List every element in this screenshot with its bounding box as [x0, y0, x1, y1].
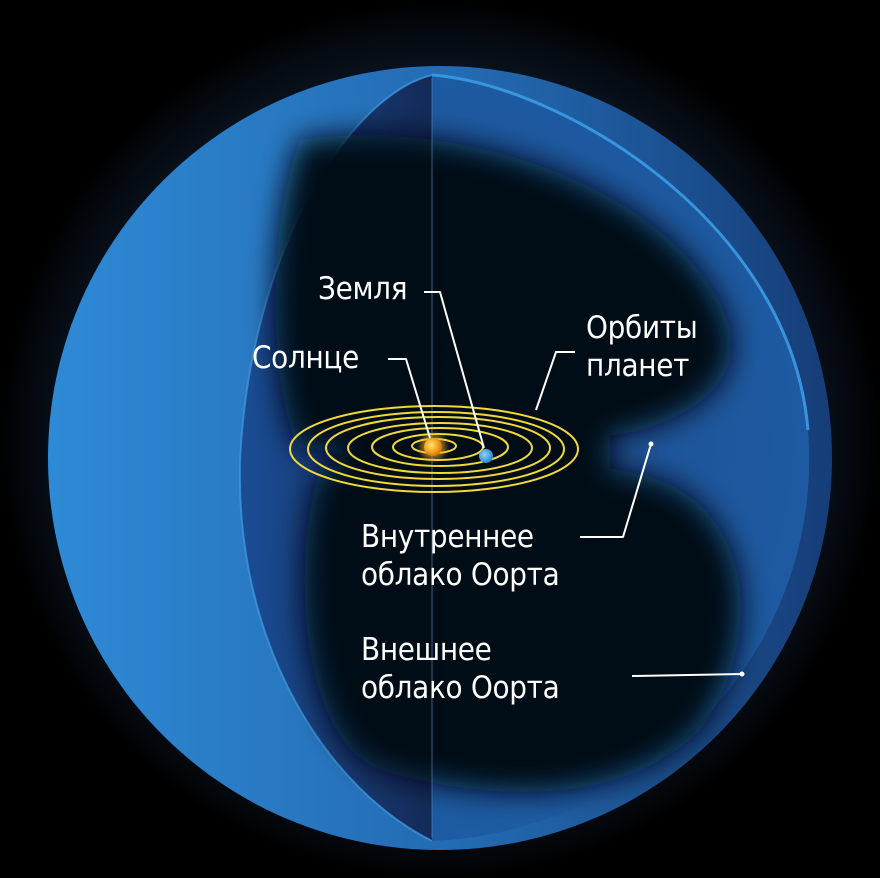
inner-cloud-label: Внутреннее облако Оорта [361, 518, 560, 594]
outer-cloud-dot [739, 671, 745, 677]
inner-cloud-leader [580, 443, 652, 538]
outer-cloud-label-line-1: Внешнее [361, 632, 492, 668]
rim-highlight [431, 73, 810, 431]
outer-cloud-leader [631, 673, 743, 677]
orbits-leader [535, 351, 575, 411]
orbit-3 [371, 427, 509, 467]
outer-cloud-label-line-2: облако Оорта [361, 670, 560, 706]
cut-edge [238, 74, 433, 842]
sun-icon [424, 438, 442, 456]
orbit-5 [325, 416, 551, 480]
earth-label-text: Земля [318, 271, 408, 307]
orbit-6 [307, 411, 565, 487]
cavity [275, 135, 741, 793]
cavity-lower [304, 460, 741, 793]
inner-cloud-label-line-1: Внутреннее [361, 519, 534, 555]
inner-cloud-dot [648, 441, 654, 447]
cavity-upper [275, 135, 732, 450]
earth-leader [424, 291, 485, 449]
orbits-label-line-1: Орбиты [586, 310, 698, 346]
orbit-4 [347, 422, 533, 474]
orbit-7 [289, 405, 579, 493]
outer-cloud-label: Внешнее облако Оорта [361, 631, 560, 707]
sun-leader [388, 358, 431, 439]
earth-label: Земля [318, 270, 407, 308]
orbits-label: Орбиты планет [586, 309, 698, 385]
inner-cloud-label-line-2: облако Оорта [361, 557, 560, 593]
orbits-label-line-2: планет [586, 348, 690, 384]
sun-label: Солнце [252, 339, 359, 377]
sun-label-text: Солнце [252, 340, 359, 376]
earth-icon [479, 449, 493, 463]
leader-lines [388, 291, 743, 677]
